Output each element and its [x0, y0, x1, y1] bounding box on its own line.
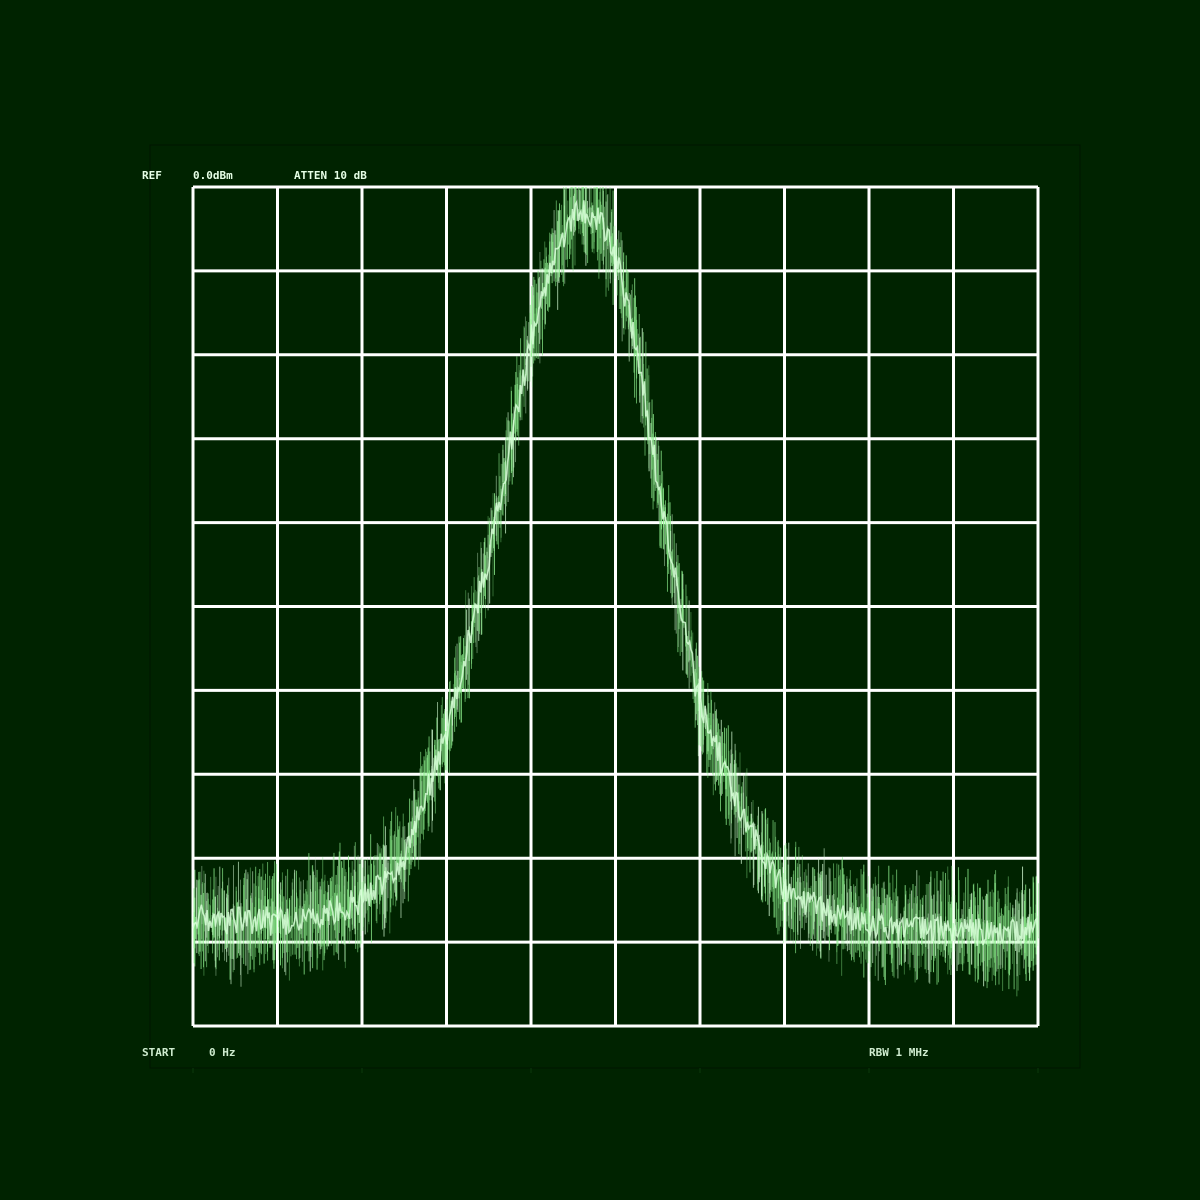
- ref-level-value: 0.0dBm: [193, 169, 233, 182]
- start-label: START: [142, 1046, 175, 1059]
- bottom-ticks: [192, 1068, 1039, 1073]
- trace-core-line: [192, 199, 1039, 946]
- rbw-label: RBW 1 MHz: [869, 1046, 929, 1059]
- attenuation-label: ATTEN 10 dB: [294, 169, 367, 182]
- spectrum-trace: [192, 187, 1039, 997]
- graticule: [191, 185, 1040, 1028]
- ref-label: REF: [142, 169, 162, 182]
- start-frequency-value: 0 Hz: [209, 1046, 236, 1059]
- display-bezel: [149, 144, 1081, 1069]
